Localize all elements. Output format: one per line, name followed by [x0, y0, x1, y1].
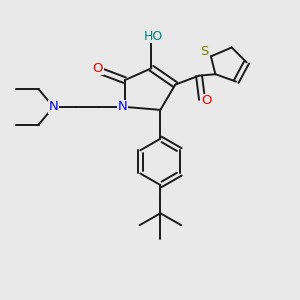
Text: N: N: [118, 100, 127, 113]
Text: HO: HO: [143, 30, 163, 43]
Text: N: N: [49, 100, 58, 113]
Text: S: S: [200, 45, 208, 58]
Text: O: O: [93, 62, 103, 75]
Text: O: O: [201, 94, 212, 107]
